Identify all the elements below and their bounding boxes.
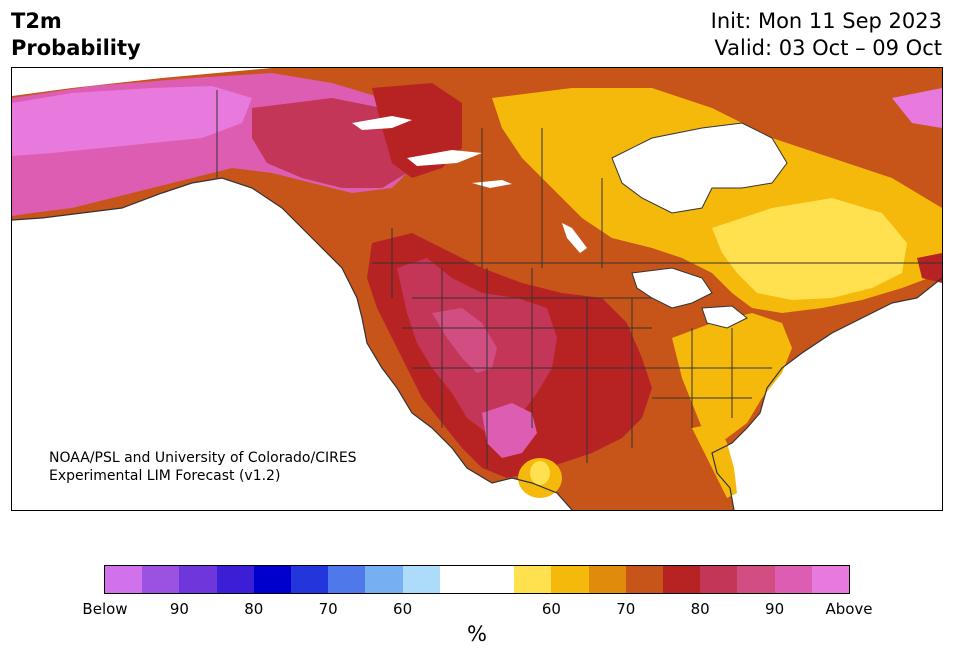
colorbar-tick-label: 80 <box>244 600 264 618</box>
colorbar-segment <box>365 566 403 593</box>
colorbar-tick-label: 70 <box>318 600 338 618</box>
region-newfoundland <box>917 253 942 283</box>
colorbar-segment <box>811 566 850 593</box>
colorbar-segment <box>551 566 589 593</box>
map-title: T2m Probability <box>11 8 141 62</box>
colorbar-segment <box>291 566 329 593</box>
colorbar-segment <box>625 566 664 593</box>
title-type: Probability <box>11 36 141 60</box>
colorbar-segment <box>142 566 180 593</box>
forecast-map <box>11 67 943 511</box>
credit-line-2: Experimental LIM Forecast (v1.2) <box>49 468 281 484</box>
init-date: Init: Mon 11 Sep 2023 <box>710 9 942 33</box>
colorbar-segment <box>105 566 143 593</box>
colorbar-unit: % <box>467 622 487 646</box>
colorbar-tick-label: Below <box>82 600 128 618</box>
colorbar-segment <box>179 566 217 593</box>
colorbar-segment <box>514 566 552 593</box>
east-coastline <box>711 277 942 510</box>
colorbar-tick-label: Above <box>825 600 873 618</box>
credit-line-1: NOAA/PSL and University of Colorado/CIRE… <box>49 450 357 466</box>
colorbar-segment <box>216 566 254 593</box>
colorbar-tick-label: 60 <box>541 600 561 618</box>
great-bear-lake <box>352 116 412 130</box>
region-mexico-hotspot-core <box>530 461 550 485</box>
colorbar-segment <box>328 566 366 593</box>
colorbar-segment <box>737 566 775 593</box>
region-pink-core <box>432 308 497 373</box>
map-canvas <box>12 68 942 510</box>
colorbar-segment <box>663 566 701 593</box>
colorbar-segment <box>477 566 515 593</box>
colorbar-segment <box>402 566 440 593</box>
colorbar-tick-label: 90 <box>765 600 785 618</box>
colorbar-segment <box>439 566 478 593</box>
valid-date: Valid: 03 Oct – 09 Oct <box>714 36 942 60</box>
hudson-bay <box>611 122 788 214</box>
colorbar-tick-label: 80 <box>690 600 710 618</box>
region-texas <box>482 403 537 458</box>
great-lakes <box>631 267 748 329</box>
colorbar-segment <box>588 566 626 593</box>
region-alaska-core <box>12 86 252 156</box>
colorbar-segment <box>774 566 812 593</box>
colorbar <box>104 565 850 594</box>
great-slave-lake <box>407 150 482 166</box>
colorbar-segment <box>253 566 292 593</box>
colorbar-tick-label: 90 <box>169 600 189 618</box>
region-greenland <box>652 68 942 148</box>
coastline <box>12 177 573 510</box>
region-quebec <box>712 198 907 300</box>
political-borders <box>216 90 942 468</box>
colorbar-tick-label: 60 <box>393 600 413 618</box>
region-greenland-pink <box>892 88 942 128</box>
forecast-dates: Init: Mon 11 Sep 2023 Valid: 03 Oct – 09… <box>711 8 942 62</box>
title-variable: T2m <box>11 9 62 33</box>
colorbar-tick-label: 70 <box>616 600 636 618</box>
colorbar-segment <box>700 566 738 593</box>
region-florida <box>692 423 737 498</box>
data-credit: NOAA/PSL and University of Colorado/CIRE… <box>49 449 357 485</box>
lake-winnipeg <box>562 223 587 253</box>
